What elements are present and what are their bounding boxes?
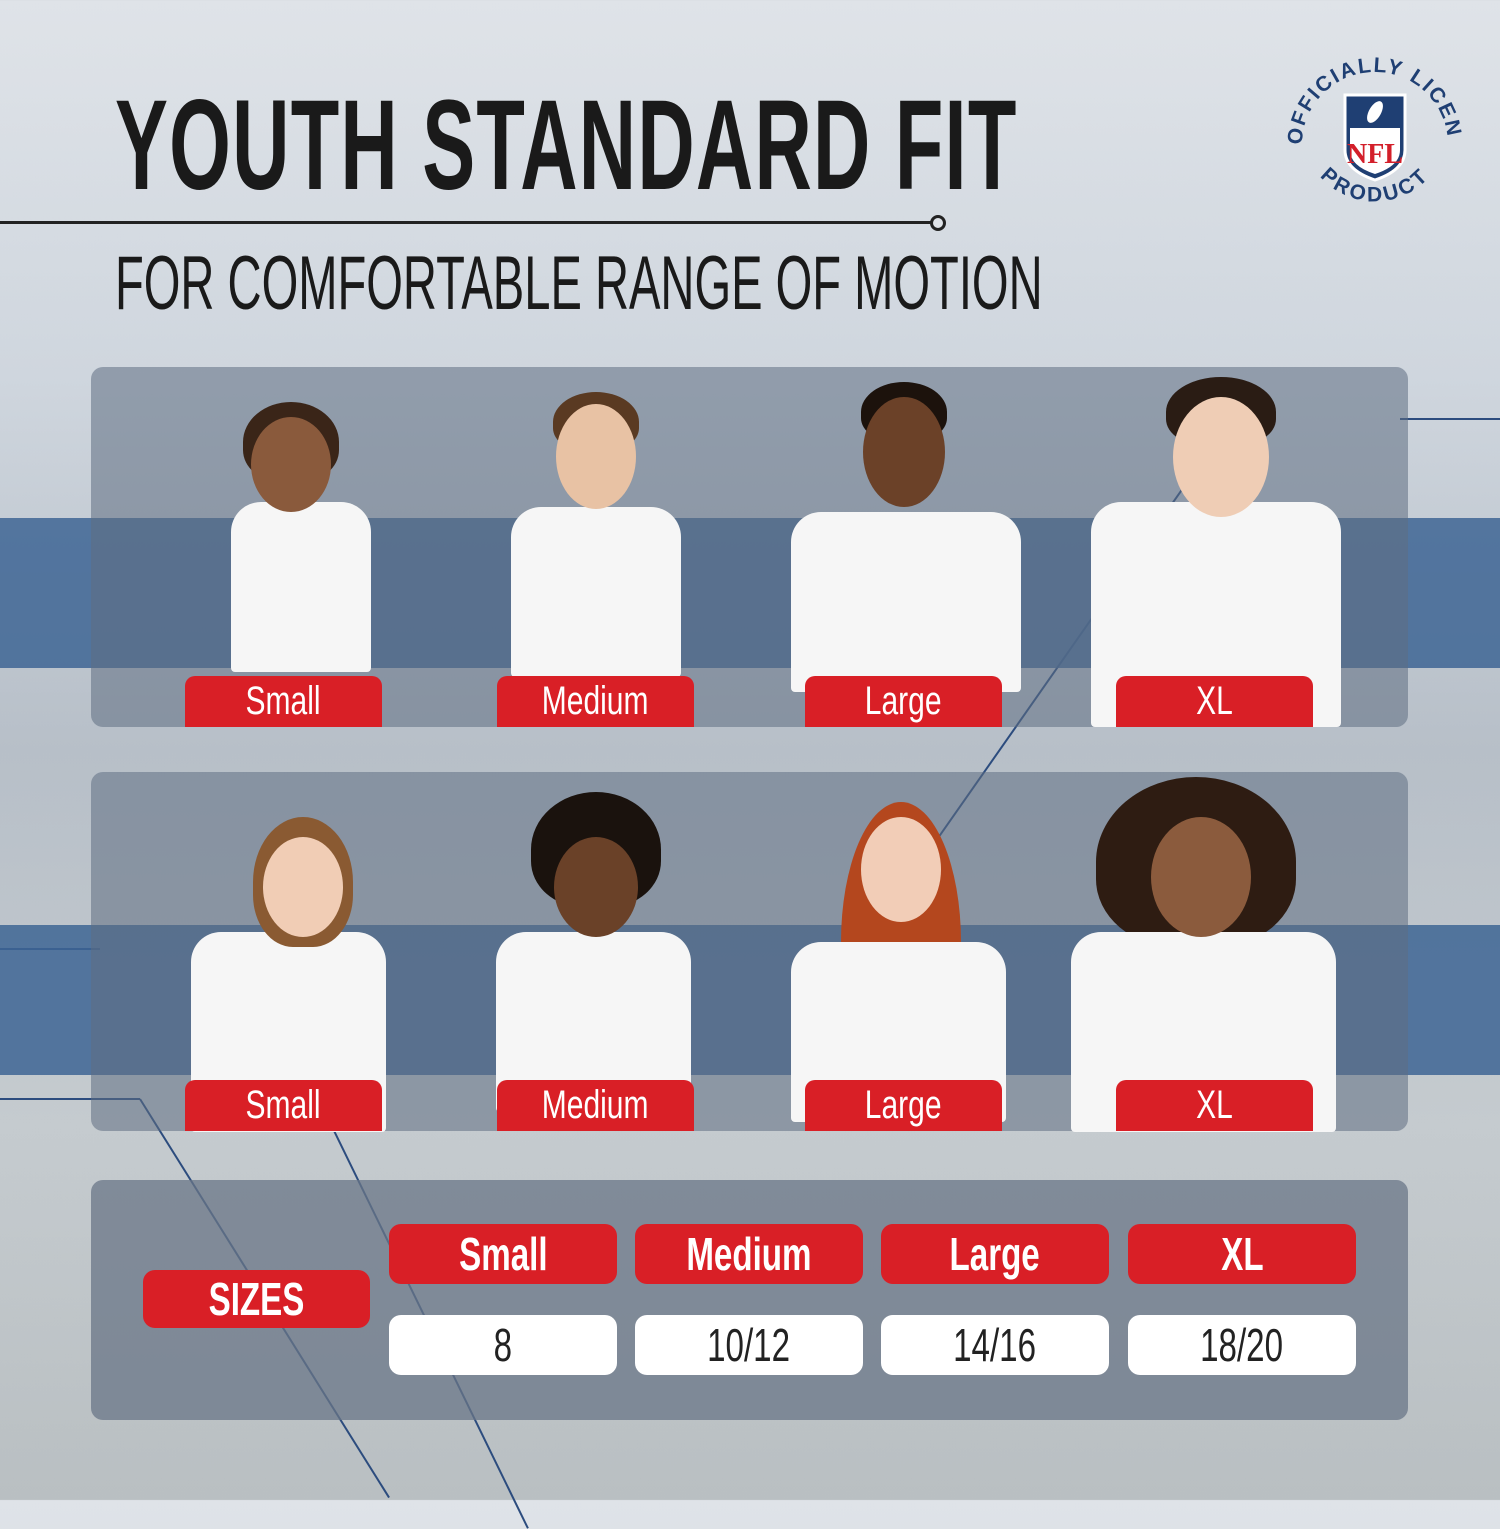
officially-licensed-badge: OFFICIALLY LICENSED PRODUCT NFL xyxy=(1271,22,1470,230)
boy-large-label: Large xyxy=(805,676,1002,727)
divider xyxy=(0,221,932,224)
sizes-row-label: SIZES xyxy=(143,1270,370,1328)
size-header-small: Small xyxy=(389,1224,617,1284)
page-title: YOUTH STANDARD FIT xyxy=(115,74,1018,217)
girl-xl-label: XL xyxy=(1116,1080,1313,1131)
field-line xyxy=(0,1098,140,1100)
page-subtitle: FOR COMFORTABLE RANGE OF MOTION xyxy=(115,241,1043,326)
size-header-medium: Medium xyxy=(635,1224,863,1284)
nfl-logo-text: NFL xyxy=(1347,139,1403,170)
divider-endpoint xyxy=(930,215,946,231)
boy-medium-label: Medium xyxy=(497,676,694,727)
size-table-panel: SIZES Small Medium Large XL 8 10/12 14/1… xyxy=(91,1180,1408,1420)
size-header-xl: XL xyxy=(1128,1224,1356,1284)
girl-small-label: Small xyxy=(185,1080,382,1131)
boy-small-label: Small xyxy=(185,676,382,727)
size-header-large: Large xyxy=(881,1224,1109,1284)
size-value-medium: 10/12 xyxy=(635,1315,863,1375)
field-line xyxy=(1400,418,1500,420)
size-value-xl: 18/20 xyxy=(1128,1315,1356,1375)
boy-xl-label: XL xyxy=(1116,676,1313,727)
girls-panel: Small Medium Large XL xyxy=(91,772,1408,1132)
size-value-small: 8 xyxy=(389,1315,617,1375)
nfl-shield-icon: NFL xyxy=(1343,93,1407,182)
boys-panel: Small Medium Large XL xyxy=(91,367,1408,727)
girl-large-label: Large xyxy=(805,1080,1002,1131)
girl-medium-label: Medium xyxy=(497,1080,694,1131)
size-value-large: 14/16 xyxy=(881,1315,1109,1375)
